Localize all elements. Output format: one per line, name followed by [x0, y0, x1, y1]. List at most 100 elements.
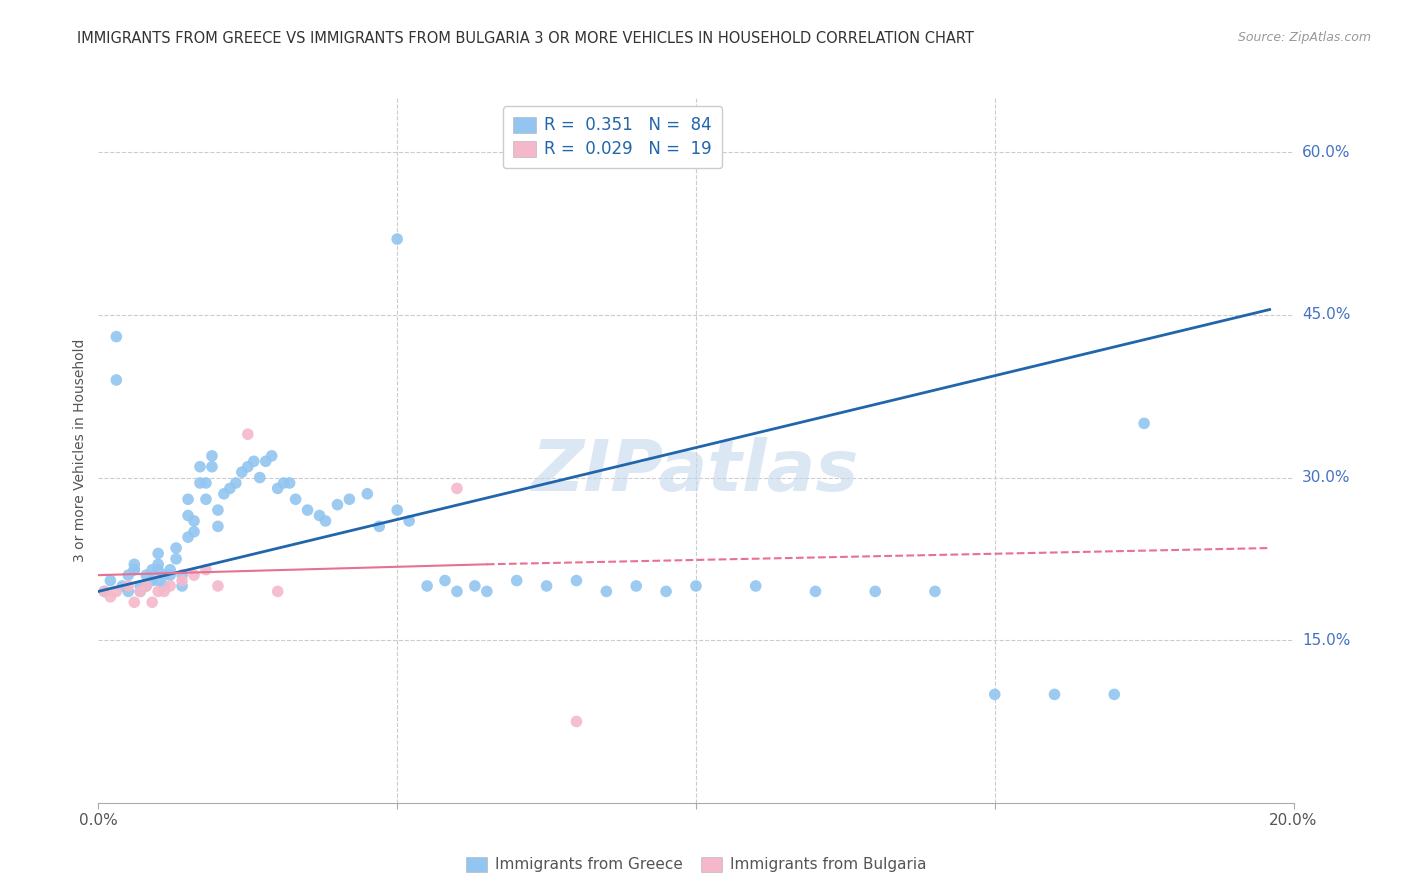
Point [201, 459, 224, 474]
Point [284, 492, 307, 507]
Point [565, 574, 588, 588]
Point [368, 519, 391, 533]
Point [129, 584, 152, 599]
Point [297, 503, 319, 517]
Point [165, 541, 187, 555]
Point [105, 584, 128, 599]
Y-axis label: 3 or more Vehicles in Household: 3 or more Vehicles in Household [73, 339, 87, 562]
Point [141, 563, 163, 577]
Point [188, 475, 211, 490]
Point [212, 487, 235, 501]
Point [105, 329, 128, 343]
Point [249, 470, 271, 484]
Point [356, 487, 378, 501]
Point [117, 579, 139, 593]
Point [124, 595, 146, 609]
Point [416, 579, 439, 593]
Point [148, 546, 170, 560]
Point [177, 508, 200, 523]
Point [804, 584, 827, 599]
Point [273, 475, 295, 490]
Point [536, 579, 558, 593]
Point [1043, 687, 1066, 701]
Point [135, 568, 157, 582]
Point [385, 232, 409, 246]
Point [201, 449, 224, 463]
Point [924, 584, 946, 599]
Point [434, 574, 457, 588]
Point [326, 498, 349, 512]
Point [183, 568, 205, 582]
Point [243, 454, 266, 468]
Point [236, 427, 259, 442]
Point [148, 584, 170, 599]
Point [111, 579, 134, 593]
Point [195, 563, 218, 577]
Point [141, 595, 163, 609]
Point [172, 568, 194, 582]
Point [183, 524, 205, 539]
Point [278, 475, 301, 490]
Point [626, 579, 648, 593]
Point [446, 584, 468, 599]
Point [165, 552, 187, 566]
Point [231, 465, 253, 479]
Point [153, 568, 176, 582]
Point [207, 503, 229, 517]
Point [117, 584, 139, 599]
Point [195, 475, 218, 490]
Point [385, 503, 409, 517]
Point [267, 584, 290, 599]
Point [148, 574, 170, 588]
Point [159, 579, 181, 593]
Point [464, 579, 486, 593]
Point [685, 579, 707, 593]
Point [1104, 687, 1126, 701]
Text: Source: ZipAtlas.com: Source: ZipAtlas.com [1237, 31, 1371, 45]
Point [267, 482, 290, 496]
Text: 45.0%: 45.0% [1302, 308, 1350, 322]
Point [172, 579, 194, 593]
Point [225, 475, 247, 490]
Point [153, 584, 176, 599]
Point [93, 584, 115, 599]
Point [219, 482, 242, 496]
Legend: Immigrants from Greece, Immigrants from Bulgaria: Immigrants from Greece, Immigrants from … [458, 849, 934, 880]
Point [195, 492, 218, 507]
Point [339, 492, 361, 507]
Point [148, 558, 170, 572]
Point [98, 574, 122, 588]
Text: 15.0%: 15.0% [1302, 632, 1350, 648]
Point [655, 584, 678, 599]
Text: 30.0%: 30.0% [1302, 470, 1350, 485]
Point [141, 574, 163, 588]
Point [135, 579, 157, 593]
Point [98, 590, 122, 604]
Point [315, 514, 337, 528]
Point [745, 579, 768, 593]
Point [124, 563, 146, 577]
Point [124, 563, 146, 577]
Point [129, 579, 152, 593]
Point [148, 563, 170, 577]
Text: ZIPatlas: ZIPatlas [533, 437, 859, 506]
Point [135, 579, 157, 593]
Point [188, 459, 211, 474]
Point [1133, 417, 1156, 431]
Point [446, 482, 468, 496]
Text: IMMIGRANTS FROM GREECE VS IMMIGRANTS FROM BULGARIA 3 OR MORE VEHICLES IN HOUSEHO: IMMIGRANTS FROM GREECE VS IMMIGRANTS FRO… [77, 31, 974, 46]
Point [595, 584, 617, 599]
Point [105, 373, 128, 387]
Point [506, 574, 529, 588]
Point [129, 584, 152, 599]
Point [159, 568, 181, 582]
Point [117, 568, 139, 582]
Point [93, 584, 115, 599]
Point [177, 492, 200, 507]
Point [565, 714, 588, 729]
Point [236, 459, 259, 474]
Point [172, 574, 194, 588]
Text: 60.0%: 60.0% [1302, 145, 1350, 160]
Point [260, 449, 283, 463]
Point [254, 454, 277, 468]
